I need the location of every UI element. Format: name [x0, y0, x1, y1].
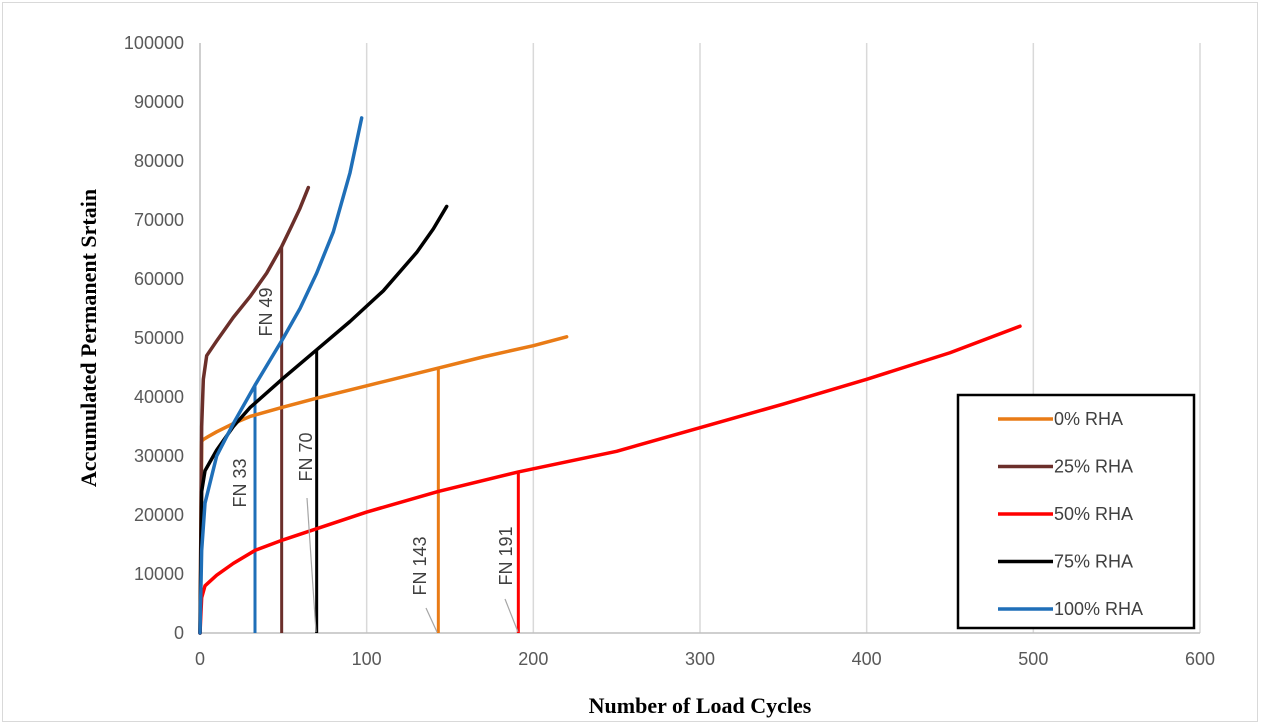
- series-line: [198, 185, 311, 635]
- y-tick-label: 100000: [124, 33, 184, 53]
- y-tick-label: 60000: [134, 269, 184, 289]
- y-tick-label: 40000: [134, 387, 184, 407]
- flow-number-label: FN 49: [256, 287, 276, 336]
- y-tick-label: 70000: [134, 210, 184, 230]
- x-tick-label: 600: [1185, 649, 1215, 669]
- x-tick-label: 400: [852, 649, 882, 669]
- x-tick-label: 200: [518, 649, 548, 669]
- flow-label-leader: [504, 598, 519, 633]
- series-lines: [198, 116, 1022, 635]
- series-line: [198, 335, 569, 635]
- legend-label: 75% RHA: [1054, 552, 1133, 572]
- flow-number-label: FN 33: [230, 458, 250, 507]
- y-tick-label: 10000: [134, 564, 184, 584]
- y-tick-label: 50000: [134, 328, 184, 348]
- legend-box: [956, 393, 1196, 630]
- y-tick-label: 90000: [134, 92, 184, 112]
- legend: 0% RHA 25% RHA 50% RHA 75% RHA 100% RHA: [956, 393, 1196, 630]
- flow-number-label: FN 191: [496, 526, 516, 585]
- y-tick-label: 20000: [134, 505, 184, 525]
- legend-label: 25% RHA: [1054, 457, 1133, 477]
- legend-label: 0% RHA: [1054, 409, 1123, 429]
- flow-number-lines: [253, 246, 520, 633]
- flow-number-label: FN 70: [296, 432, 316, 481]
- x-tick-label: 100: [352, 649, 382, 669]
- flow-label-leader: [306, 497, 317, 633]
- y-axis-title: Accumulated Permanent Srtain: [76, 189, 101, 487]
- y-tick-label: 0: [174, 623, 184, 643]
- legend-label: 50% RHA: [1054, 504, 1133, 524]
- flow-number-labels: FN 143 FN 49 FN 191 FN 70 FN 33: [230, 287, 519, 633]
- x-tick-label: 300: [685, 649, 715, 669]
- x-tick-label: 500: [1018, 649, 1048, 669]
- series-line: [198, 204, 449, 635]
- x-tick-labels: 0 100 200 300 400 500 600: [195, 649, 1215, 669]
- y-tick-label: 80000: [134, 151, 184, 171]
- x-tick-label: 0: [195, 649, 205, 669]
- legend-label: 100% RHA: [1054, 599, 1143, 619]
- y-tick-label: 30000: [134, 446, 184, 466]
- x-axis-title: Number of Load Cycles: [589, 693, 812, 718]
- flow-label-leader: [425, 607, 438, 633]
- series-line: [198, 116, 364, 635]
- y-tick-labels: 0 10000 20000 30000 40000 50000 60000 70000 8000…: [124, 33, 184, 643]
- flow-number-label: FN 143: [410, 536, 430, 595]
- series-line: [198, 324, 1022, 635]
